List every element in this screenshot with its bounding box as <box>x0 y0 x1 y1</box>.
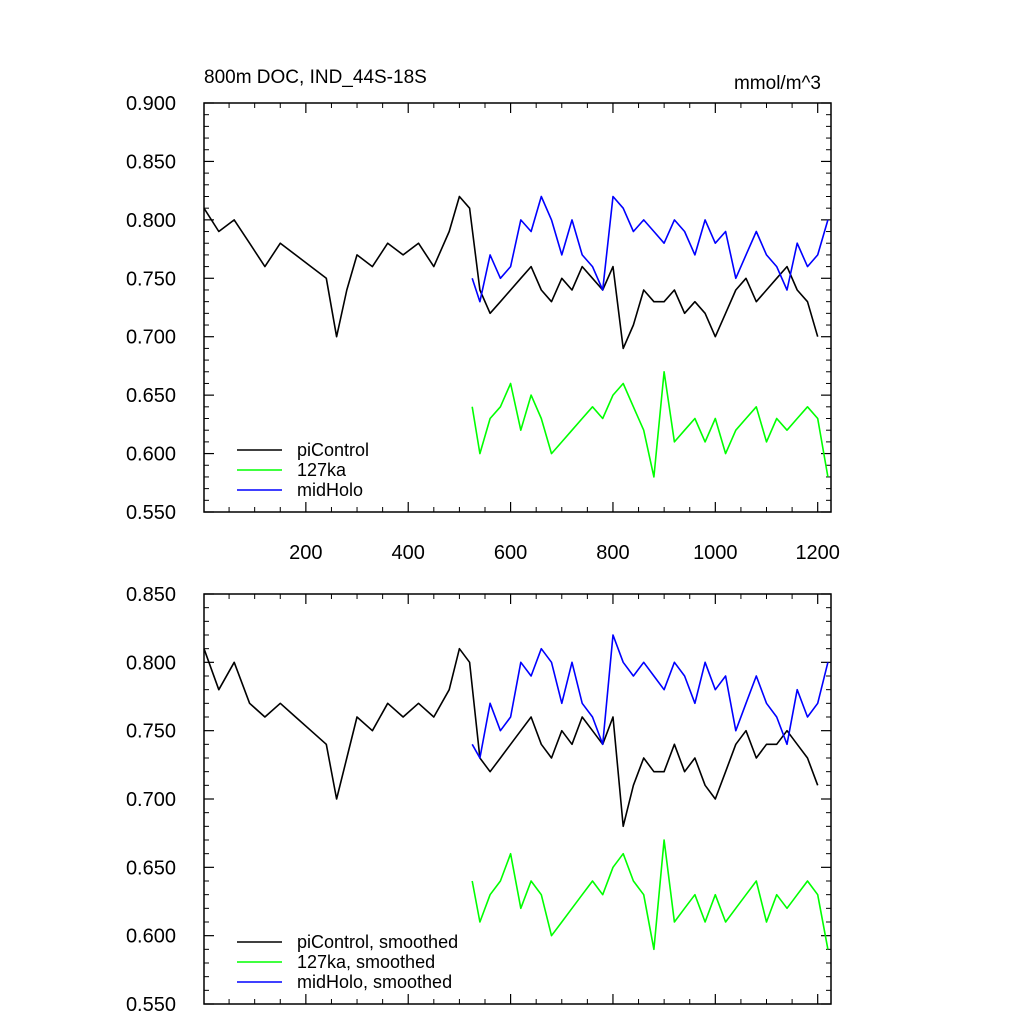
legend-label-3: midHolo, smoothed <box>297 972 452 992</box>
series-line-2 <box>471 371 829 478</box>
chart-title: 800m DOC, IND_44S-18S <box>204 67 427 88</box>
x-tick-label: 600 <box>494 542 527 564</box>
legend-label-2: 127ka, smoothed <box>297 952 435 972</box>
y-tick-label: 0.900 <box>126 93 176 115</box>
units-label: mmol/m^3 <box>734 73 821 94</box>
x-tick-label: 800 <box>596 542 629 564</box>
plot-frame <box>203 102 832 513</box>
y-tick-label: 0.850 <box>126 584 176 606</box>
series-line-1 <box>203 647 819 828</box>
legend-label-2: 127ka <box>297 460 347 480</box>
series-line-3 <box>471 634 829 759</box>
y-tick-label: 0.550 <box>126 502 176 524</box>
y-tick-label: 0.750 <box>126 268 176 290</box>
y-tick-label: 0.800 <box>126 652 176 674</box>
legend-label-3: midHolo <box>297 480 363 500</box>
y-tick-label: 0.650 <box>126 857 176 879</box>
y-tick-label: 0.650 <box>126 385 176 407</box>
y-tick-label: 0.750 <box>126 721 176 743</box>
y-tick-label: 0.600 <box>126 926 176 948</box>
y-tick-label: 0.550 <box>126 994 176 1016</box>
chart-panel-1: 0.550 0.600 0.650 0.700 0.750 0.800 0.850 0.900… <box>126 67 840 564</box>
y-tick-label: 0.700 <box>126 789 176 811</box>
y-tick-label: 0.850 <box>126 151 176 173</box>
x-tick-label: 200 <box>289 542 322 564</box>
y-tick-label: 0.700 <box>126 327 176 349</box>
series-line-1 <box>203 195 819 350</box>
series-line-3 <box>471 195 829 303</box>
x-tick-label: 1000 <box>693 542 738 564</box>
legend-label-1: piControl <box>297 440 369 460</box>
y-tick-label: 0.800 <box>126 210 176 232</box>
x-tick-label: 400 <box>392 542 425 564</box>
x-tick-label: 1200 <box>795 542 840 564</box>
legend-label-1: piControl, smoothed <box>297 932 458 952</box>
y-tick-label: 0.600 <box>126 444 176 466</box>
series-line-2 <box>471 839 829 951</box>
chart-panel-2: 0.550 0.600 0.650 0.700 0.750 0.800 0.850 piCon… <box>126 584 832 1016</box>
